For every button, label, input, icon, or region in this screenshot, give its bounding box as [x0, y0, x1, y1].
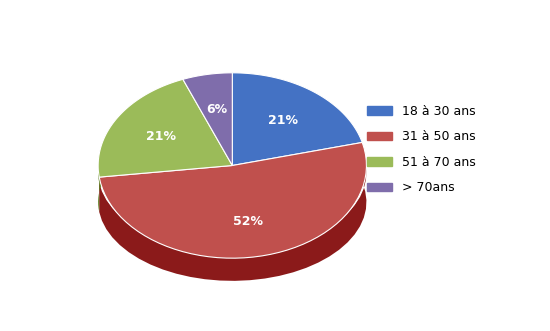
Text: 21%: 21% [146, 130, 175, 143]
Polygon shape [183, 94, 232, 129]
Polygon shape [232, 73, 362, 166]
Polygon shape [99, 142, 366, 258]
Text: 21%: 21% [268, 114, 298, 126]
Text: 52%: 52% [233, 215, 263, 228]
Legend: 18 à 30 ans, 31 à 50 ans, 51 à 70 ans, > 70ans: 18 à 30 ans, 31 à 50 ans, 51 à 70 ans, >… [362, 100, 481, 199]
Text: 6%: 6% [206, 103, 227, 116]
Polygon shape [98, 79, 232, 177]
Polygon shape [98, 100, 183, 212]
Polygon shape [232, 94, 362, 182]
Polygon shape [99, 153, 366, 281]
Polygon shape [183, 73, 232, 166]
